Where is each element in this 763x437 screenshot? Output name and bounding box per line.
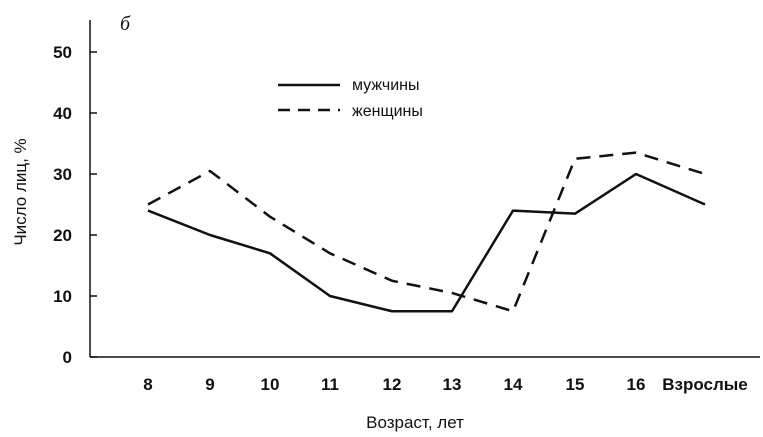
- x-axis-title: Возраст, лет: [366, 413, 464, 432]
- x-tick-label: 8: [143, 375, 152, 394]
- y-tick-label: 20: [53, 226, 72, 245]
- legend-label-male: мужчины: [352, 77, 420, 94]
- panel-label: б: [120, 13, 131, 35]
- y-tick-label: 10: [53, 287, 72, 306]
- x-tick-label: 15: [566, 375, 585, 394]
- y-tick-label: 30: [53, 165, 72, 184]
- x-tick-label: 12: [383, 375, 402, 394]
- x-tick-label: 10: [261, 375, 280, 394]
- x-tick-label: Взрослые: [662, 375, 748, 394]
- legend: мужчины женщины: [278, 77, 423, 120]
- x-tick-label: 11: [321, 375, 339, 394]
- series-line-female: [147, 151, 706, 313]
- x-tick-label: 16: [627, 375, 646, 394]
- y-axis-ticks: 0 10 20 30 40 50: [53, 43, 97, 367]
- y-axis-title: Число лиц, %: [11, 138, 30, 245]
- series-line-male: [147, 172, 706, 313]
- y-tick-label: 0: [63, 348, 72, 367]
- x-tick-label: 13: [443, 375, 462, 394]
- x-axis-ticks: 8 9 10 11 12 13 14 15 16 Взрослые: [143, 375, 747, 394]
- y-tick-label: 40: [53, 104, 72, 123]
- x-tick-label: 9: [205, 375, 214, 394]
- y-tick-label: 50: [53, 43, 72, 62]
- legend-label-female: женщины: [352, 103, 423, 120]
- series-layer: [147, 151, 706, 313]
- x-tick-label: 14: [504, 375, 523, 394]
